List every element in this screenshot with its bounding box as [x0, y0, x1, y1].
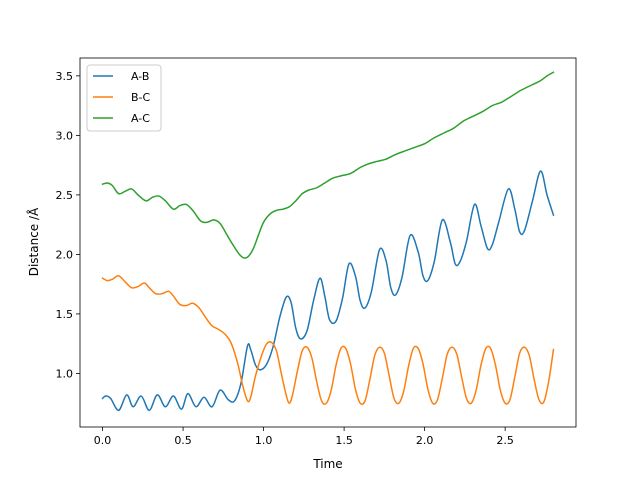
legend-box [86, 64, 162, 132]
legend-entries: A-B B-C A-C [93, 70, 151, 125]
x-tick-label: 1.0 [255, 434, 273, 447]
y-tick-label: 3.5 [56, 70, 74, 83]
legend: A-B B-C A-C [86, 64, 162, 132]
x-tick-label: 2.0 [416, 434, 434, 447]
y-tick-label: 2.5 [56, 189, 74, 202]
legend-label-b-c: B-C [131, 91, 151, 104]
series-line-b-c [101, 275, 555, 406]
x-axis-label: Time [312, 457, 342, 471]
y-tick-label: 3.0 [56, 129, 74, 142]
y-axis-label: Distance /Å [26, 207, 41, 276]
y-tick-label: 1.5 [56, 308, 74, 321]
x-tick-label: 2.5 [496, 434, 514, 447]
y-axis-ticks: 1.0 1.5 2.0 2.5 3.0 3.5 [56, 70, 80, 380]
plot-area [79, 57, 577, 428]
x-tick-label: 0.0 [94, 434, 112, 447]
x-axis-ticks: 0.0 0.5 1.0 1.5 2.0 2.5 [94, 427, 514, 447]
axes-frame [79, 57, 577, 428]
series-line-a-b [101, 170, 555, 412]
x-tick-label: 1.5 [335, 434, 353, 447]
legend-label-a-c: A-C [131, 112, 150, 125]
series-line-a-c [101, 71, 555, 259]
legend-label-a-b: A-B [131, 70, 149, 83]
y-tick-label: 1.0 [56, 367, 74, 380]
x-tick-label: 0.5 [174, 434, 192, 447]
y-tick-label: 2.0 [56, 248, 74, 261]
series-group [101, 71, 555, 412]
